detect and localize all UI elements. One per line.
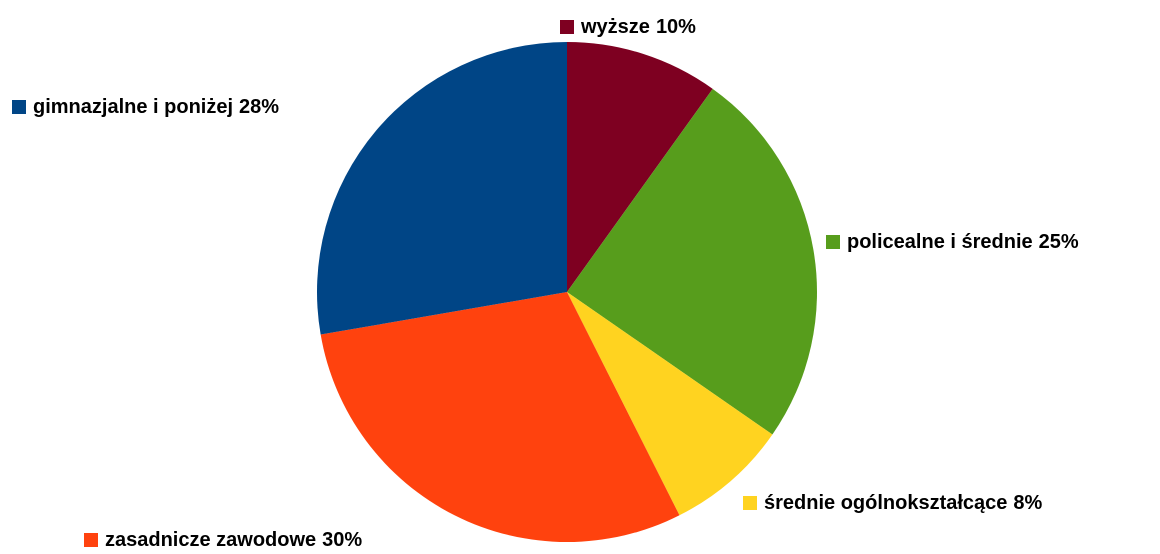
data-label: policealne i średnie 25%: [847, 231, 1079, 253]
pie-slice: [567, 292, 773, 516]
legend-swatch: [12, 100, 26, 114]
value-label: 25%: [1039, 231, 1079, 253]
value-label: 28%: [239, 96, 279, 118]
category-label: gimnazjalne i poniżej: [33, 96, 233, 118]
pie-slice: [317, 42, 567, 335]
category-label: średnie ogólnokształcące: [764, 492, 1007, 514]
pie-slice: [567, 42, 713, 292]
value-label: 8%: [1013, 492, 1042, 514]
pie-slice: [320, 292, 680, 542]
legend-swatch: [84, 533, 98, 547]
value-label: 10%: [656, 16, 696, 38]
data-label: zasadnicze zawodowe 30%: [105, 529, 362, 551]
category-label: wyższe: [580, 16, 650, 38]
legend-swatch: [826, 235, 840, 249]
legend-swatch: [560, 20, 574, 34]
value-label: 30%: [322, 529, 362, 551]
data-label: wyższe 10%: [580, 16, 696, 38]
category-label: zasadnicze zawodowe: [105, 529, 316, 551]
category-label: policealne i średnie: [847, 231, 1033, 253]
legend-swatch: [743, 496, 757, 510]
pie-slice: [567, 88, 818, 435]
data-label: gimnazjalne i poniżej 28%: [33, 96, 279, 118]
data-label: średnie ogólnokształcące 8%: [764, 492, 1043, 514]
